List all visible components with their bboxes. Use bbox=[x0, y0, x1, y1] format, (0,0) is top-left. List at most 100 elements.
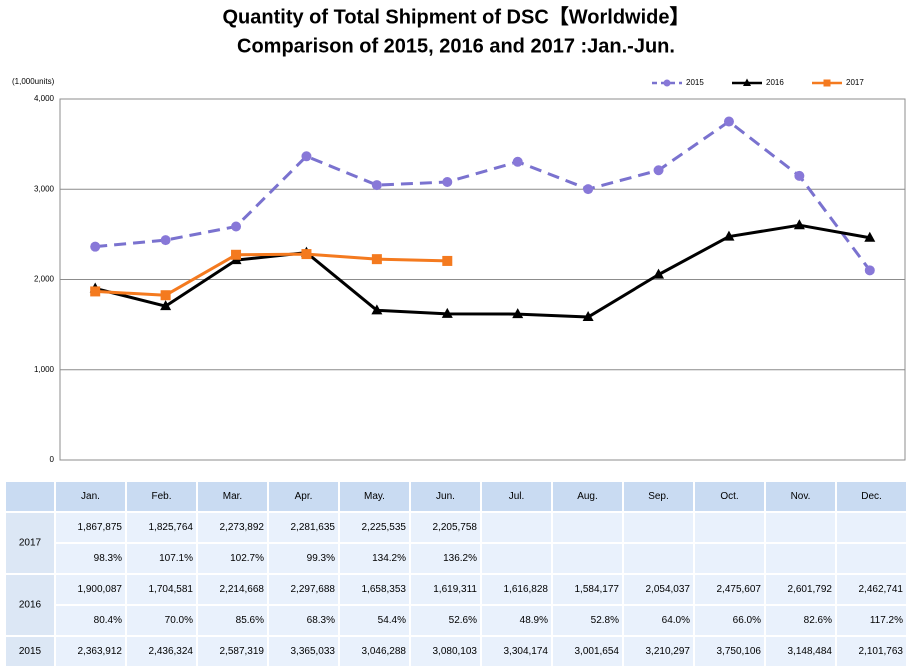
marker bbox=[160, 290, 171, 301]
plot-border bbox=[59, 98, 906, 461]
table-cell bbox=[338, 542, 411, 575]
table-cell bbox=[338, 635, 411, 668]
table-value: 2,297,688 bbox=[291, 584, 336, 595]
table-cell bbox=[480, 511, 553, 544]
table-cell bbox=[409, 542, 482, 575]
table-cell bbox=[835, 511, 908, 544]
table-value: 52.8% bbox=[591, 615, 619, 626]
table-cell bbox=[125, 480, 198, 513]
legend-marker bbox=[743, 78, 751, 86]
marker bbox=[582, 311, 594, 322]
table-value: 1,704,581 bbox=[149, 584, 194, 595]
row-header: 2017 bbox=[19, 538, 42, 549]
table-value: 1,658,353 bbox=[362, 584, 407, 595]
table-value: 1,900,087 bbox=[78, 584, 123, 595]
table-cell bbox=[693, 573, 766, 606]
table-value: 3,750,106 bbox=[717, 646, 762, 657]
marker bbox=[512, 156, 523, 167]
table-value: 2,462,741 bbox=[859, 584, 904, 595]
y-tick-label: 4,000 bbox=[34, 94, 55, 103]
marker bbox=[583, 184, 594, 195]
table-value: 3,148,484 bbox=[788, 646, 833, 657]
column-header: Dec. bbox=[861, 491, 882, 502]
table-value: 136.2% bbox=[443, 553, 477, 564]
marker bbox=[301, 249, 312, 260]
table-value: 52.6% bbox=[449, 615, 477, 626]
table-cell bbox=[54, 635, 127, 668]
table-value: 2,205,758 bbox=[433, 522, 478, 533]
table-value: 68.3% bbox=[307, 615, 335, 626]
table-value: 2,475,607 bbox=[717, 584, 762, 595]
series-line bbox=[95, 252, 448, 297]
table-value: 66.0% bbox=[733, 615, 761, 626]
table-cell bbox=[835, 635, 908, 668]
table-cell bbox=[622, 573, 695, 606]
table-cell bbox=[125, 604, 198, 637]
marker bbox=[653, 165, 664, 176]
table-cell bbox=[480, 480, 553, 513]
legend-label: 2015 bbox=[686, 78, 704, 87]
marker bbox=[723, 230, 735, 241]
legend-label: 2017 bbox=[846, 78, 864, 87]
table-cell bbox=[338, 511, 411, 544]
table-value: 2,363,912 bbox=[78, 646, 123, 657]
marker bbox=[371, 304, 383, 315]
y-axis-label: (1,000units) bbox=[12, 77, 55, 86]
table-value: 1,616,828 bbox=[504, 584, 549, 595]
table-value: 3,365,033 bbox=[291, 646, 336, 657]
table-cell bbox=[835, 573, 908, 606]
table-value: 2,225,535 bbox=[362, 522, 407, 533]
marker bbox=[441, 307, 453, 318]
marker bbox=[794, 170, 805, 181]
table-value: 1,584,177 bbox=[575, 584, 620, 595]
table-cell bbox=[480, 573, 553, 606]
table-value: 3,001,654 bbox=[575, 646, 620, 657]
marker bbox=[90, 286, 101, 297]
table-value: 48.9% bbox=[520, 615, 548, 626]
table-cell bbox=[551, 511, 624, 544]
table-value: 1,867,875 bbox=[78, 522, 123, 533]
chart-title: Quantity of Total Shipment of DSC【Worldw… bbox=[222, 5, 689, 28]
table-cell bbox=[622, 511, 695, 544]
marker bbox=[864, 231, 876, 242]
table-value: 2,273,892 bbox=[220, 522, 265, 533]
table-value: 70.0% bbox=[165, 615, 193, 626]
column-header: Sep. bbox=[648, 491, 669, 502]
table-cell bbox=[4, 480, 56, 513]
marker bbox=[371, 254, 382, 265]
column-header: Jul. bbox=[509, 491, 525, 502]
table-cell bbox=[125, 635, 198, 668]
table-value: 1,825,764 bbox=[149, 522, 194, 533]
table-value: 80.4% bbox=[94, 615, 122, 626]
column-header: Oct. bbox=[720, 491, 738, 502]
series-line bbox=[95, 120, 871, 272]
y-tick-label: 2,000 bbox=[34, 275, 55, 284]
marker bbox=[442, 177, 453, 188]
y-tick-label: 0 bbox=[50, 455, 55, 464]
column-header: May. bbox=[364, 491, 385, 502]
table-value: 3,046,288 bbox=[362, 646, 407, 657]
table-value: 2,054,037 bbox=[646, 584, 691, 595]
table-value: 82.6% bbox=[804, 615, 832, 626]
table-value: 2,601,792 bbox=[788, 584, 833, 595]
table-cell bbox=[622, 542, 695, 575]
table-cell bbox=[480, 542, 553, 575]
marker bbox=[231, 221, 242, 232]
table-cell bbox=[409, 604, 482, 637]
table-cell bbox=[551, 480, 624, 513]
table-cell bbox=[764, 542, 837, 575]
table-value: 85.6% bbox=[236, 615, 264, 626]
legend-marker bbox=[663, 79, 671, 87]
table-cell bbox=[338, 573, 411, 606]
marker bbox=[160, 235, 171, 246]
marker bbox=[653, 268, 665, 279]
table-value: 64.0% bbox=[662, 615, 690, 626]
table-value: 3,210,297 bbox=[646, 646, 691, 657]
column-header: Nov. bbox=[791, 491, 811, 502]
table-value: 3,304,174 bbox=[504, 646, 549, 657]
table-cell bbox=[764, 604, 837, 637]
column-header: Mar. bbox=[223, 491, 242, 502]
marker bbox=[793, 219, 805, 230]
marker bbox=[442, 255, 453, 266]
table-cell bbox=[267, 635, 340, 668]
